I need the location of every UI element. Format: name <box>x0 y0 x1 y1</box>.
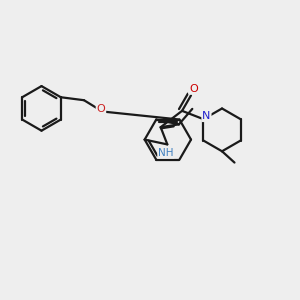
Text: O: O <box>97 103 105 113</box>
Text: N: N <box>202 111 211 121</box>
Text: NH: NH <box>158 148 174 158</box>
Text: O: O <box>189 84 198 94</box>
